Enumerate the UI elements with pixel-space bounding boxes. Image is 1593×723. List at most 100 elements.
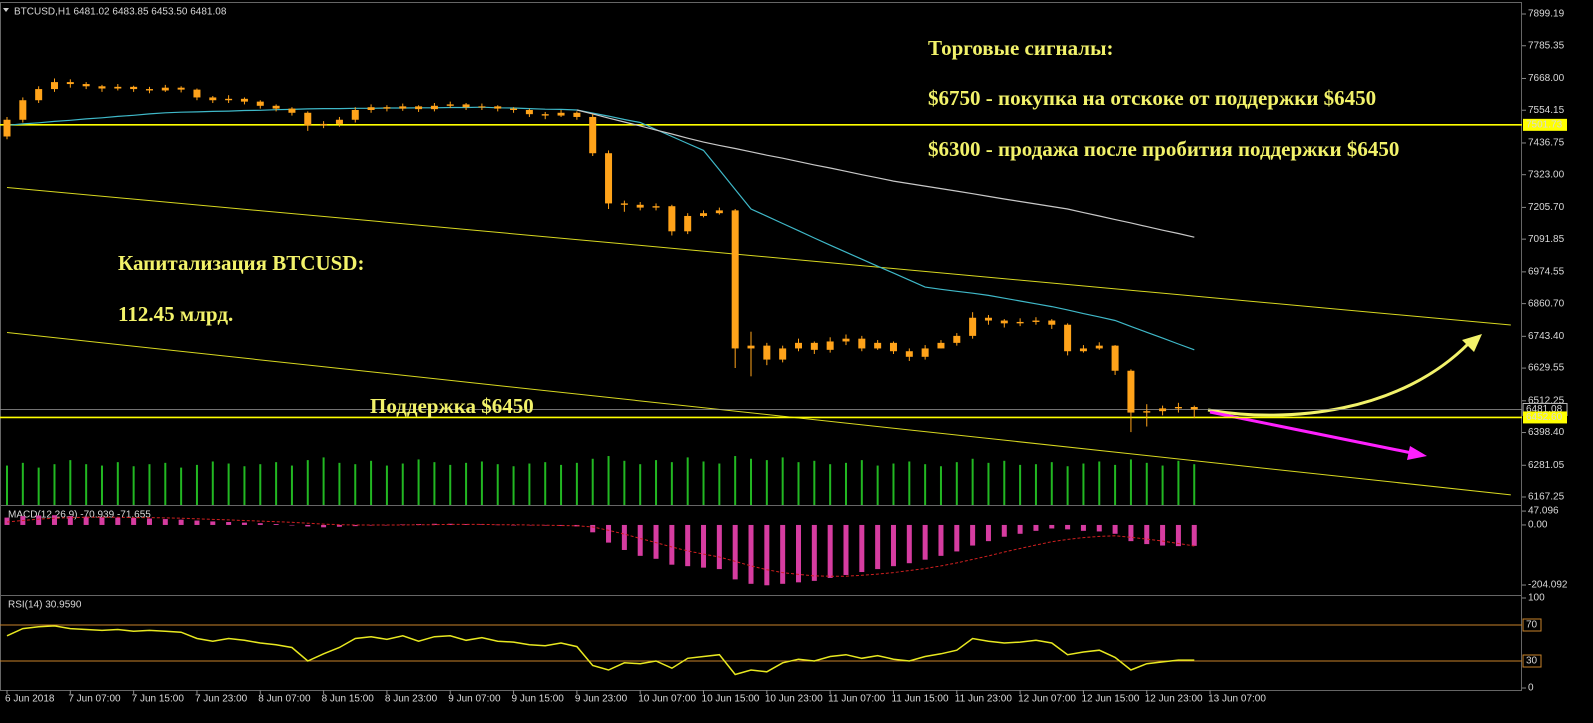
volume-bar [734, 456, 737, 505]
y-tick-label: 7323.00 [1528, 169, 1565, 180]
macd-bar [321, 524, 327, 528]
volume-bar [797, 462, 800, 505]
macd-bar [210, 521, 216, 525]
macd-bar [273, 524, 279, 525]
volume-bar [227, 463, 230, 505]
candle-body [256, 101, 264, 106]
macd-bar [621, 524, 627, 550]
candle-body [1032, 320, 1040, 322]
macd-bar [890, 524, 896, 567]
volume-bar [1082, 463, 1085, 505]
volume-bar [243, 466, 246, 505]
volume-bar [37, 467, 40, 505]
volume-bar [496, 464, 499, 505]
y-tick-label: 6512.25 [1528, 395, 1565, 406]
annotation: Капитализация BTCUSD: [118, 251, 364, 275]
macd-bar [194, 520, 200, 525]
x-tick-label: 10 Jun 07:00 [638, 694, 696, 705]
volume-bar [655, 460, 658, 505]
candle-body [367, 107, 375, 110]
y-tick-label: 6860.70 [1528, 298, 1565, 309]
candle-body [114, 86, 122, 89]
y-tick-label: 7436.75 [1528, 138, 1565, 149]
y-tick-label: 7554.15 [1528, 105, 1565, 116]
volume-bar [544, 462, 547, 505]
macd-bar [590, 524, 596, 533]
x-tick-label: 9 Jun 07:00 [448, 694, 501, 705]
macd-bar [606, 524, 612, 543]
macd-bar [146, 518, 152, 525]
volume-bar [924, 464, 927, 505]
volume-bar [1098, 461, 1101, 505]
candle-body [810, 342, 818, 350]
x-tick-label: 7 Jun 07:00 [68, 694, 121, 705]
macd-bar [368, 524, 374, 526]
y-tick-label: 47.096 [1528, 506, 1559, 517]
macd-bar [447, 523, 453, 525]
candle-body [1111, 345, 1119, 371]
candle-body [731, 210, 739, 349]
candle-body [1000, 320, 1008, 324]
macd-bar [764, 524, 770, 586]
candle-body [272, 105, 280, 109]
volume-bar [211, 461, 214, 505]
candle-body [462, 104, 470, 108]
candle-body [605, 153, 613, 204]
macd-bar [1144, 524, 1150, 545]
candle-body [193, 89, 201, 98]
y-tick-label: 7899.19 [1528, 9, 1565, 20]
macd-bar [811, 524, 817, 581]
x-tick-label: 12 Jun 07:00 [1018, 694, 1076, 705]
macd-bar [843, 524, 849, 575]
volume-bar [829, 464, 832, 505]
volume-bar [480, 461, 483, 505]
candle-body [826, 341, 834, 350]
candle-body [130, 86, 138, 90]
macd-bar [1001, 524, 1007, 537]
macd-bar [115, 517, 121, 525]
volume-bar [275, 462, 278, 505]
x-tick-label: 12 Jun 23:00 [1145, 694, 1203, 705]
y-tick-label: -204.092 [1528, 580, 1568, 591]
sell-arrow-head [1407, 446, 1427, 460]
volume-bar [195, 464, 198, 505]
macd-bar [922, 524, 928, 560]
volume-bar [987, 462, 990, 505]
y-tick-label: 7091.85 [1528, 234, 1565, 245]
y-tick-label: 6743.40 [1528, 331, 1565, 342]
volume-bar [955, 462, 958, 505]
volume-bar [670, 462, 673, 505]
macd-bar [1080, 524, 1086, 531]
volume-bar [750, 458, 753, 505]
macd-bar [99, 517, 105, 525]
volume-bar [132, 466, 135, 505]
macd-bar [131, 517, 137, 525]
macd-bar [875, 524, 881, 570]
candle-body [478, 106, 486, 108]
volume-bar [1050, 462, 1053, 505]
x-tick-label: 8 Jun 15:00 [322, 694, 375, 705]
volume-bar [718, 463, 721, 505]
rsi-label: RSI(14) 30.9590 [8, 600, 82, 611]
volume-bar [892, 463, 895, 505]
volume-bar [164, 462, 167, 505]
x-tick-label: 10 Jun 23:00 [765, 694, 823, 705]
volume-bar [116, 462, 119, 505]
candle-body [525, 109, 533, 115]
candle-body [905, 351, 913, 357]
candle-body [288, 108, 296, 113]
candle-body [1127, 370, 1135, 413]
macd-bar [1128, 524, 1134, 542]
candle-body [3, 119, 11, 137]
macd-bar [542, 524, 548, 526]
volume-bar [1193, 464, 1196, 505]
sell-arrow [1209, 410, 1413, 455]
level-label-box [1523, 118, 1567, 131]
annotation: $6750 - покупка на отскоке от поддержки … [928, 86, 1376, 110]
macd-bar [970, 524, 976, 546]
x-tick-label: 8 Jun 23:00 [385, 694, 438, 705]
macd-bar [827, 524, 833, 578]
volume-bar [639, 464, 642, 505]
volume-bar [148, 464, 151, 505]
candle-body [304, 112, 312, 126]
